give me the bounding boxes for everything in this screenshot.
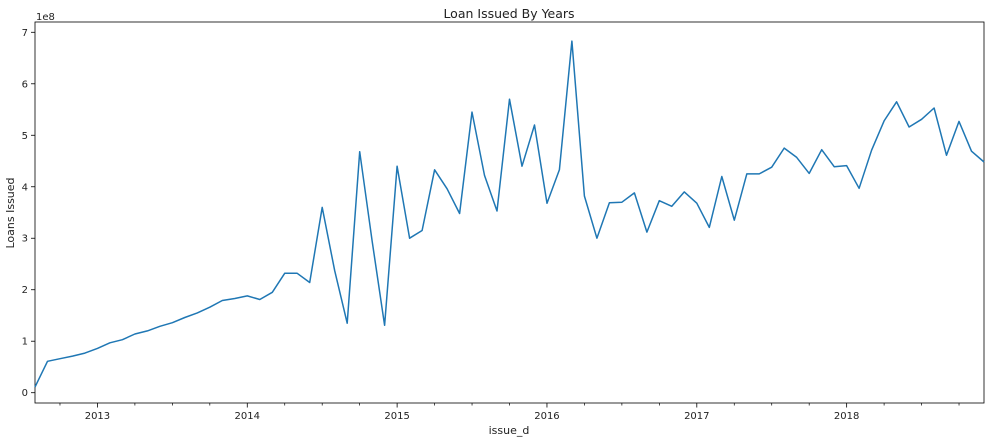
- y-tick-label: 5: [22, 131, 28, 142]
- x-tick-label: 2016: [534, 411, 559, 422]
- y-tick-label: 0: [22, 388, 28, 399]
- series-layer: [34, 40, 985, 388]
- series-line: [34, 40, 985, 388]
- chart-title: Loan Issued By Years: [443, 6, 574, 21]
- x-tick-label: 2015: [384, 411, 409, 422]
- y-axis-label: Loans Issued: [4, 177, 17, 248]
- y-tick-label: 6: [22, 79, 28, 90]
- y-tick-label: 1: [22, 337, 28, 348]
- y-tick-label: 4: [22, 182, 28, 193]
- y-axis: 0 1 2 3 4 5 6 7: [22, 28, 35, 399]
- y-tick-label: 2: [22, 285, 28, 296]
- y-tick-label: 7: [22, 28, 28, 39]
- y-axis-multiplier: 1e8: [36, 12, 55, 23]
- x-axis-label: issue_d: [489, 424, 530, 437]
- y-tick-label: 3: [22, 234, 28, 245]
- x-tick-label: 2017: [684, 411, 709, 422]
- x-tick-label: 2013: [85, 411, 110, 422]
- x-axis: 2013 2014 2015 2016 2017 2018: [59, 403, 960, 422]
- plot-frame: [34, 21, 985, 404]
- x-tick-label: 2018: [834, 411, 859, 422]
- x-tick-label: 2014: [235, 411, 260, 422]
